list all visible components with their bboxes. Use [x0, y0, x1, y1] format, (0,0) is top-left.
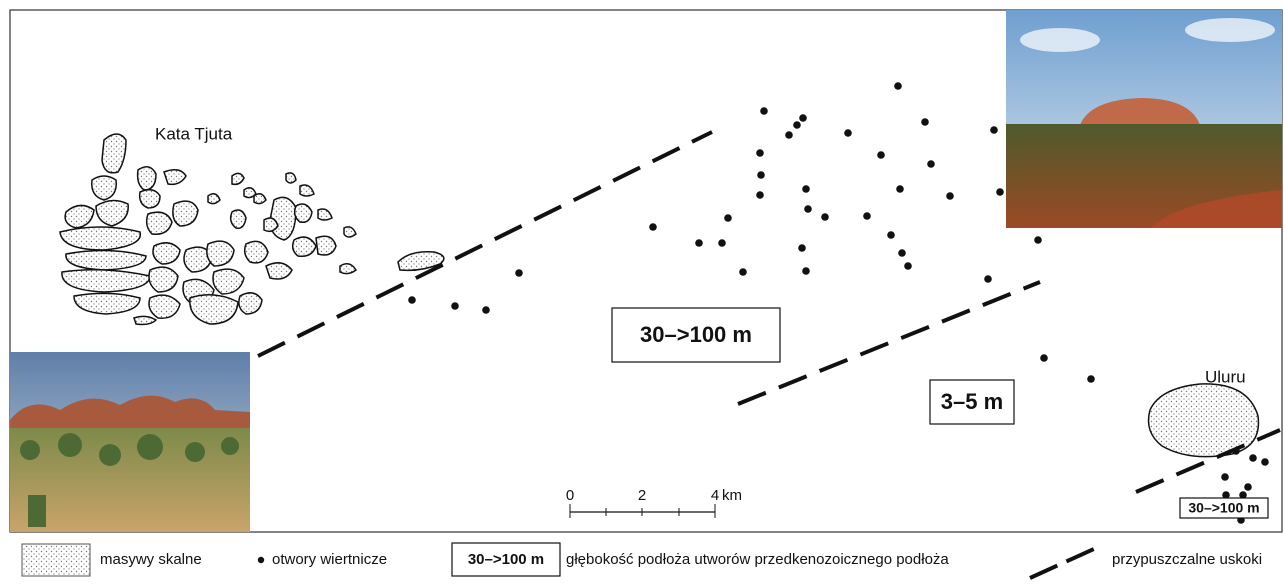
borehole — [844, 129, 852, 137]
borehole — [927, 160, 935, 168]
borehole — [896, 185, 904, 193]
borehole — [482, 306, 490, 314]
legend-dot — [257, 556, 265, 564]
legend-symbol: 30–>100 m — [468, 551, 544, 568]
fault — [737, 280, 1041, 406]
fault — [257, 130, 713, 358]
scale-tick-label: 4 — [711, 487, 719, 504]
borehole — [946, 192, 954, 200]
scale-bar: 0 2 4 km — [566, 487, 742, 518]
borehole — [921, 118, 929, 126]
borehole — [990, 126, 998, 134]
borehole — [1232, 447, 1240, 455]
borehole — [760, 107, 768, 115]
kata-tjuta-photo — [10, 352, 250, 532]
borehole — [649, 223, 657, 231]
legend-box — [451, 542, 561, 577]
borehole — [804, 205, 812, 213]
borehole — [408, 296, 416, 304]
borehole — [724, 214, 732, 222]
legend-label: głębokość podłoża utworów przedkenozoicz… — [566, 551, 949, 568]
borehole — [695, 239, 703, 247]
depth-label: 3–5 m — [941, 389, 1003, 414]
borehole — [1034, 236, 1042, 244]
borehole — [1244, 483, 1252, 491]
place-label: Uluru — [1205, 367, 1246, 386]
rock-massifs-kata-tjuta — [59, 133, 445, 326]
depth-label: 30–>100 m — [640, 322, 752, 347]
borehole — [451, 302, 459, 310]
borehole — [898, 249, 906, 257]
boreholes — [408, 82, 1269, 524]
scale-tick-label: 0 — [566, 487, 574, 504]
borehole — [887, 231, 895, 239]
borehole — [799, 114, 807, 122]
borehole — [756, 191, 764, 199]
borehole — [904, 262, 912, 270]
borehole — [996, 188, 1004, 196]
borehole — [785, 131, 793, 139]
uluru-photo — [1006, 10, 1282, 228]
legend-label: otwory wiertnicze — [272, 551, 387, 568]
place-label: Kata Tjuta — [155, 124, 233, 143]
borehole — [877, 151, 885, 159]
borehole — [515, 269, 523, 277]
borehole — [863, 212, 871, 220]
borehole — [894, 82, 902, 90]
borehole — [739, 268, 747, 276]
borehole — [802, 185, 810, 193]
depth-box — [1179, 497, 1269, 519]
fault — [1135, 428, 1281, 494]
legend: masywy skalne otwory wiertnicze 30–>100 … — [21, 542, 1262, 580]
borehole — [798, 244, 806, 252]
borehole — [718, 239, 726, 247]
borehole — [793, 121, 801, 129]
borehole — [1087, 375, 1095, 383]
legend-label: masywy skalne — [100, 551, 202, 568]
faults — [257, 130, 1281, 494]
rock-massif-uluru — [1147, 383, 1260, 458]
depth-box — [929, 379, 1015, 425]
borehole — [1261, 458, 1269, 466]
borehole — [984, 275, 992, 283]
depth-box — [611, 307, 781, 363]
borehole — [1222, 491, 1230, 499]
borehole — [757, 171, 765, 179]
scale-tick-label: 2 — [638, 487, 646, 504]
borehole — [821, 213, 829, 221]
borehole — [1239, 491, 1247, 499]
borehole — [756, 149, 764, 157]
scale-unit: km — [722, 487, 742, 504]
legend-fault — [1029, 546, 1097, 580]
legend-swatch — [21, 543, 91, 577]
borehole — [802, 267, 810, 275]
borehole — [1249, 454, 1257, 462]
legend-label: przypuszczalne uskoki — [1112, 551, 1262, 568]
borehole — [1040, 354, 1048, 362]
depth-label: 30–>100 m — [1188, 500, 1259, 516]
borehole — [1221, 473, 1229, 481]
